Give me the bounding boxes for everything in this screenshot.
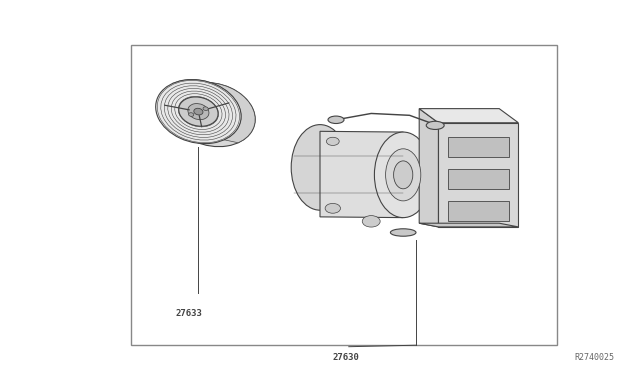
Ellipse shape bbox=[188, 103, 209, 120]
Ellipse shape bbox=[203, 107, 208, 110]
Bar bbox=[448, 169, 509, 189]
Ellipse shape bbox=[170, 83, 255, 147]
Ellipse shape bbox=[189, 113, 194, 116]
Bar bbox=[438, 123, 518, 227]
Polygon shape bbox=[173, 80, 255, 143]
Polygon shape bbox=[419, 223, 518, 227]
Ellipse shape bbox=[326, 137, 339, 145]
Text: 27630: 27630 bbox=[332, 353, 359, 362]
Polygon shape bbox=[419, 109, 438, 227]
Ellipse shape bbox=[390, 229, 416, 236]
Text: 27633: 27633 bbox=[175, 309, 202, 318]
Ellipse shape bbox=[426, 121, 444, 129]
Bar bbox=[131, 45, 557, 345]
Ellipse shape bbox=[156, 80, 241, 144]
Ellipse shape bbox=[328, 116, 344, 124]
Ellipse shape bbox=[362, 216, 380, 227]
Ellipse shape bbox=[325, 203, 340, 213]
Ellipse shape bbox=[394, 161, 413, 189]
Ellipse shape bbox=[291, 125, 349, 210]
Polygon shape bbox=[320, 131, 403, 218]
Ellipse shape bbox=[385, 149, 421, 201]
Ellipse shape bbox=[374, 132, 432, 218]
Ellipse shape bbox=[194, 108, 203, 115]
Bar bbox=[448, 137, 509, 157]
Text: R2740025: R2740025 bbox=[575, 353, 614, 362]
Ellipse shape bbox=[179, 97, 218, 126]
Bar bbox=[448, 201, 509, 221]
Polygon shape bbox=[419, 109, 518, 123]
